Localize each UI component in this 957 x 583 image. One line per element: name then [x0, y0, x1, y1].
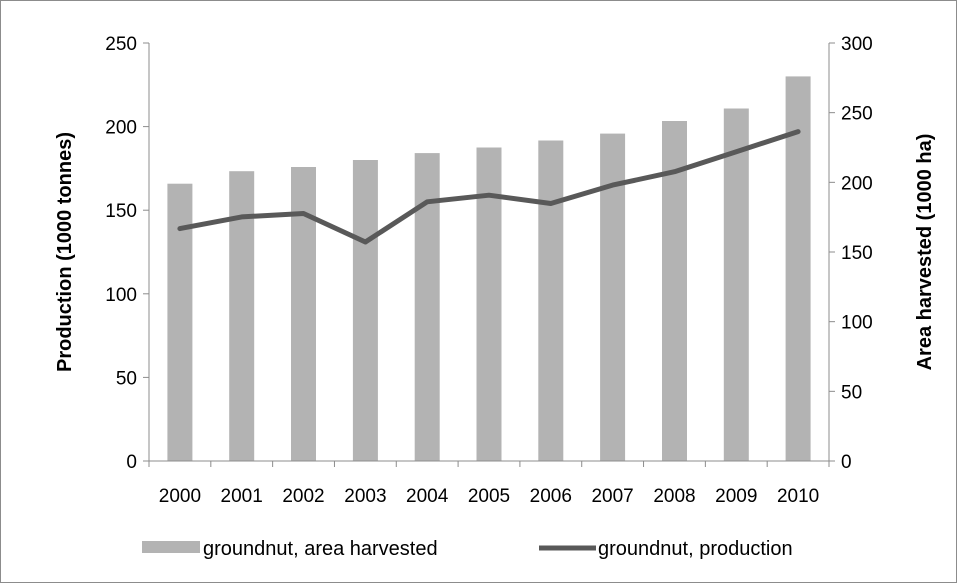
left-axis-title: Production (1000 tonnes) — [54, 132, 76, 372]
x-tick-label: 2007 — [591, 486, 633, 507]
right-tick-label: 300 — [841, 34, 873, 55]
x-tick-label: 2003 — [344, 486, 386, 507]
line-series-production — [177, 129, 801, 245]
right-tick-label: 200 — [841, 173, 873, 194]
left-tick-label: 150 — [105, 201, 137, 222]
x-tick-label: 2005 — [468, 486, 510, 507]
right-tick-label: 250 — [841, 104, 873, 125]
bar-2005 — [476, 147, 502, 461]
axes — [143, 42, 835, 467]
x-tick-label: 2004 — [406, 486, 449, 507]
bar-2006 — [538, 140, 564, 461]
right-tick-label: 50 — [841, 382, 862, 403]
right-tick-label: 0 — [841, 452, 852, 473]
x-tick-label: 2002 — [282, 486, 324, 507]
legend-label-production: groundnut, production — [598, 538, 793, 560]
legend: groundnut, area harvested groundnut, pro… — [142, 538, 793, 560]
left-axis-tick-labels: 0 50 100 150 200 250 — [105, 34, 137, 473]
left-tick-label: 50 — [116, 368, 137, 389]
right-tick-label: 100 — [841, 313, 873, 334]
bar-2010 — [785, 76, 811, 462]
x-tick-label: 2006 — [530, 486, 572, 507]
x-tick-label: 2010 — [777, 486, 819, 507]
x-tick-label: 2000 — [159, 486, 201, 507]
right-axis-tick-labels: 0 50 100 150 200 250 300 — [841, 34, 873, 473]
left-tick-label: 0 — [126, 452, 137, 473]
left-tick-label: 200 — [105, 118, 137, 139]
bar-series-area-harvested — [167, 76, 811, 462]
left-tick-label: 100 — [105, 285, 137, 306]
bar-2003 — [352, 160, 378, 461]
right-axis-title: Area harvested (1000 ha) — [914, 134, 936, 371]
x-tick-label: 2001 — [221, 486, 263, 507]
legend-swatch-area-harvested — [142, 541, 200, 553]
x-tick-label: 2009 — [715, 486, 757, 507]
legend-label-area-harvested: groundnut, area harvested — [203, 538, 438, 560]
bar-2009 — [723, 108, 749, 461]
left-tick-label: 250 — [105, 34, 137, 55]
right-tick-label: 150 — [841, 243, 873, 264]
x-tick-label: 2008 — [653, 486, 695, 507]
x-axis-tick-labels: 2000 2001 2002 2003 2004 2005 2006 2007 2008 2009… — [159, 486, 819, 507]
bar-2008 — [662, 121, 687, 461]
